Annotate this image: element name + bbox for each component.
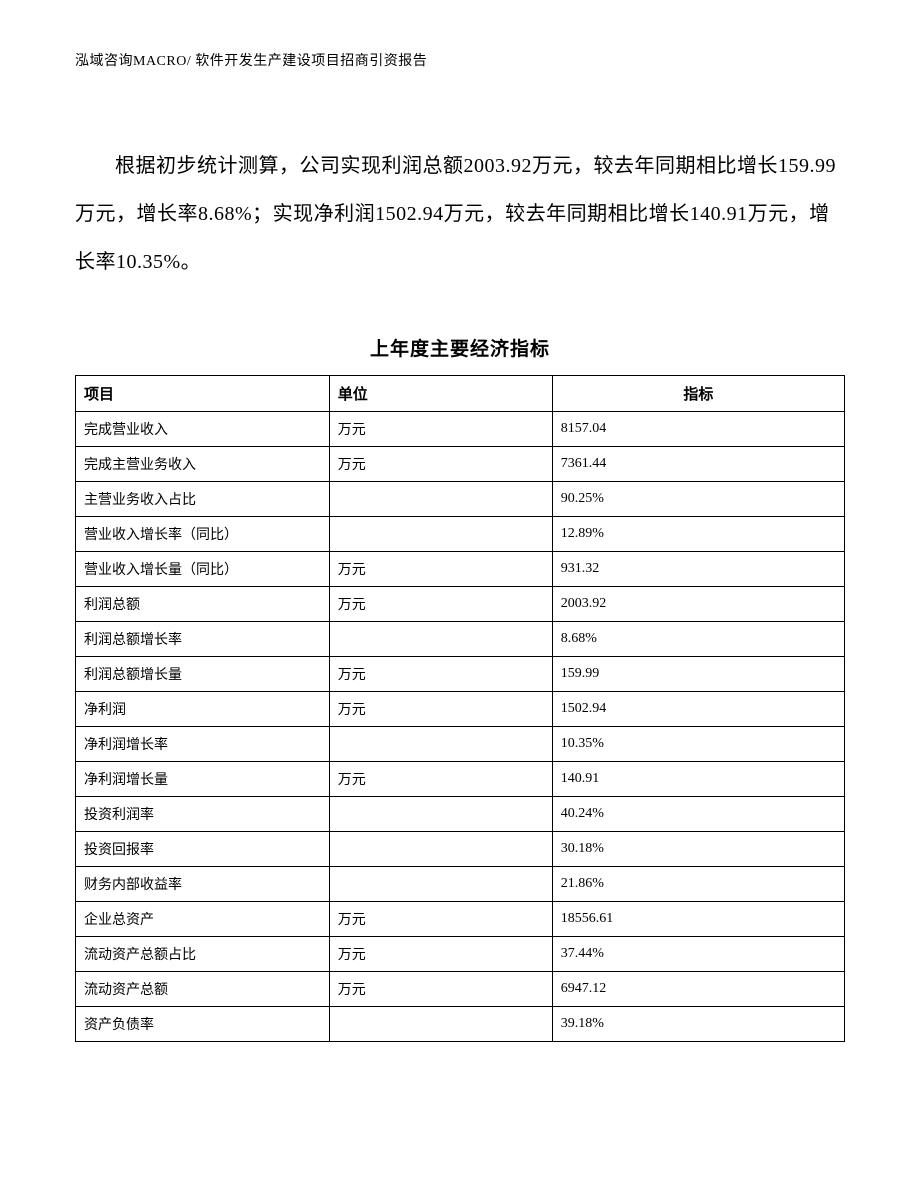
cell-project: 主营业务收入占比 bbox=[76, 482, 330, 517]
economic-indicators-table: 项目 单位 指标 完成营业收入 万元 8157.04 完成主营业务收入 万元 7… bbox=[75, 375, 845, 1042]
page-header: 泓域咨询MACRO/ 软件开发生产建设项目招商引资报告 bbox=[75, 50, 845, 70]
table-row: 利润总额增长率 8.68% bbox=[76, 622, 845, 657]
column-header-project: 项目 bbox=[76, 376, 330, 412]
table-title: 上年度主要经济指标 bbox=[75, 334, 845, 361]
table-row: 完成营业收入 万元 8157.04 bbox=[76, 412, 845, 447]
cell-unit bbox=[329, 867, 552, 902]
cell-unit bbox=[329, 517, 552, 552]
cell-project: 利润总额 bbox=[76, 587, 330, 622]
cell-project: 营业收入增长率（同比） bbox=[76, 517, 330, 552]
cell-value: 18556.61 bbox=[552, 902, 844, 937]
cell-value: 7361.44 bbox=[552, 447, 844, 482]
cell-unit bbox=[329, 797, 552, 832]
column-header-unit: 单位 bbox=[329, 376, 552, 412]
cell-value: 39.18% bbox=[552, 1007, 844, 1042]
cell-unit: 万元 bbox=[329, 412, 552, 447]
cell-unit: 万元 bbox=[329, 447, 552, 482]
cell-value: 21.86% bbox=[552, 867, 844, 902]
cell-unit: 万元 bbox=[329, 587, 552, 622]
table-row: 流动资产总额 万元 6947.12 bbox=[76, 972, 845, 1007]
cell-value: 8.68% bbox=[552, 622, 844, 657]
cell-project: 资产负债率 bbox=[76, 1007, 330, 1042]
cell-value: 40.24% bbox=[552, 797, 844, 832]
cell-unit: 万元 bbox=[329, 937, 552, 972]
cell-project: 流动资产总额占比 bbox=[76, 937, 330, 972]
table-row: 投资回报率 30.18% bbox=[76, 832, 845, 867]
cell-project: 投资利润率 bbox=[76, 797, 330, 832]
cell-value: 10.35% bbox=[552, 727, 844, 762]
table-row: 完成主营业务收入 万元 7361.44 bbox=[76, 447, 845, 482]
table-row: 流动资产总额占比 万元 37.44% bbox=[76, 937, 845, 972]
table-row: 利润总额增长量 万元 159.99 bbox=[76, 657, 845, 692]
table-row: 主营业务收入占比 90.25% bbox=[76, 482, 845, 517]
cell-project: 完成营业收入 bbox=[76, 412, 330, 447]
cell-project: 利润总额增长率 bbox=[76, 622, 330, 657]
cell-project: 完成主营业务收入 bbox=[76, 447, 330, 482]
column-header-indicator: 指标 bbox=[552, 376, 844, 412]
table-row: 资产负债率 39.18% bbox=[76, 1007, 845, 1042]
cell-value: 2003.92 bbox=[552, 587, 844, 622]
cell-unit bbox=[329, 832, 552, 867]
cell-value: 931.32 bbox=[552, 552, 844, 587]
cell-project: 流动资产总额 bbox=[76, 972, 330, 1007]
table-row: 净利润增长量 万元 140.91 bbox=[76, 762, 845, 797]
cell-unit bbox=[329, 1007, 552, 1042]
table-row: 净利润增长率 10.35% bbox=[76, 727, 845, 762]
cell-unit bbox=[329, 727, 552, 762]
cell-value: 90.25% bbox=[552, 482, 844, 517]
cell-project: 企业总资产 bbox=[76, 902, 330, 937]
table-row: 投资利润率 40.24% bbox=[76, 797, 845, 832]
cell-project: 净利润增长量 bbox=[76, 762, 330, 797]
cell-unit: 万元 bbox=[329, 657, 552, 692]
cell-unit bbox=[329, 482, 552, 517]
cell-project: 投资回报率 bbox=[76, 832, 330, 867]
table-row: 营业收入增长量（同比） 万元 931.32 bbox=[76, 552, 845, 587]
table-row: 财务内部收益率 21.86% bbox=[76, 867, 845, 902]
cell-project: 利润总额增长量 bbox=[76, 657, 330, 692]
table-row: 净利润 万元 1502.94 bbox=[76, 692, 845, 727]
cell-unit bbox=[329, 622, 552, 657]
cell-value: 30.18% bbox=[552, 832, 844, 867]
cell-value: 140.91 bbox=[552, 762, 844, 797]
cell-unit: 万元 bbox=[329, 552, 552, 587]
cell-project: 财务内部收益率 bbox=[76, 867, 330, 902]
table-body: 完成营业收入 万元 8157.04 完成主营业务收入 万元 7361.44 主营… bbox=[76, 412, 845, 1042]
table-row: 企业总资产 万元 18556.61 bbox=[76, 902, 845, 937]
cell-project: 营业收入增长量（同比） bbox=[76, 552, 330, 587]
table-header-row: 项目 单位 指标 bbox=[76, 376, 845, 412]
table-row: 营业收入增长率（同比） 12.89% bbox=[76, 517, 845, 552]
cell-unit: 万元 bbox=[329, 762, 552, 797]
document-page: 泓域咨询MACRO/ 软件开发生产建设项目招商引资报告 根据初步统计测算，公司实… bbox=[0, 0, 920, 1042]
cell-value: 159.99 bbox=[552, 657, 844, 692]
cell-project: 净利润 bbox=[76, 692, 330, 727]
cell-value: 1502.94 bbox=[552, 692, 844, 727]
cell-unit: 万元 bbox=[329, 692, 552, 727]
summary-paragraph: 根据初步统计测算，公司实现利润总额2003.92万元，较去年同期相比增长159.… bbox=[75, 142, 845, 286]
cell-value: 8157.04 bbox=[552, 412, 844, 447]
cell-project: 净利润增长率 bbox=[76, 727, 330, 762]
cell-value: 6947.12 bbox=[552, 972, 844, 1007]
cell-unit: 万元 bbox=[329, 902, 552, 937]
table-row: 利润总额 万元 2003.92 bbox=[76, 587, 845, 622]
cell-value: 37.44% bbox=[552, 937, 844, 972]
cell-value: 12.89% bbox=[552, 517, 844, 552]
cell-unit: 万元 bbox=[329, 972, 552, 1007]
